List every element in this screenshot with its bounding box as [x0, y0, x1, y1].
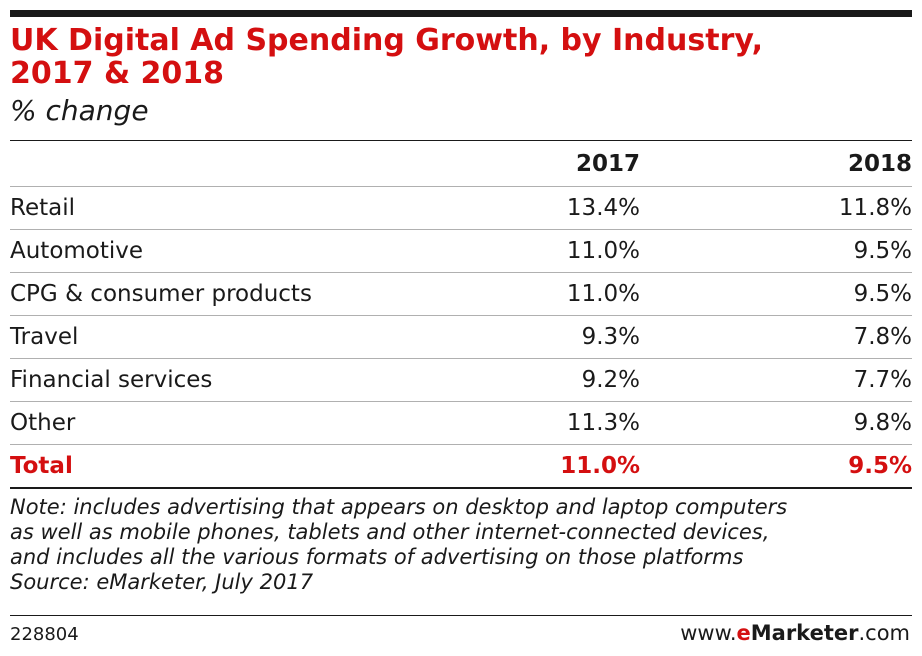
row-value-2018: 9.8%	[640, 401, 912, 445]
table-header-row: 2017 2018	[10, 141, 912, 187]
note-line: as well as mobile phones, tablets and ot…	[10, 520, 770, 544]
chart-title: UK Digital Ad Spending Growth, by Indust…	[10, 24, 910, 90]
brand-suffix: .com	[858, 621, 910, 645]
row-value-2017: 11.3%	[410, 401, 640, 445]
row-label: Other	[10, 401, 410, 445]
table-row: CPG & consumer products 11.0% 9.5%	[10, 272, 912, 316]
table-row: Travel 9.3% 7.8%	[10, 315, 912, 359]
row-label: Financial services	[10, 358, 410, 402]
row-value-2017: 13.4%	[410, 186, 640, 230]
row-label: Automotive	[10, 229, 410, 273]
note-top-rule	[10, 487, 912, 489]
row-value-2017: 11.0%	[410, 229, 640, 273]
footer-rule	[10, 615, 912, 616]
title-line-1: UK Digital Ad Spending Growth, by Indust…	[10, 23, 763, 58]
row-value-2018: 9.5%	[640, 229, 912, 273]
chart-subtitle: % change	[10, 94, 149, 127]
total-label: Total	[10, 444, 410, 487]
note-line: and includes all the various formats of …	[10, 545, 744, 569]
header-top-rule	[10, 140, 912, 141]
row-value-2018: 7.8%	[640, 315, 912, 359]
total-value-2018: 9.5%	[640, 444, 912, 487]
header-2017: 2017	[575, 150, 640, 177]
row-value-2017: 9.3%	[410, 315, 640, 359]
source-line: Source: eMarketer, July 2017	[10, 570, 314, 594]
title-line-2: 2017 & 2018	[10, 56, 225, 91]
note-line: Note: includes advertising that appears …	[10, 495, 788, 519]
row-value-2018: 9.5%	[640, 272, 912, 316]
table-row: Other 11.3% 9.8%	[10, 401, 912, 445]
brand-prefix: www.	[680, 621, 737, 645]
table-row: Automotive 11.0% 9.5%	[10, 229, 912, 273]
chart-id: 228804	[10, 624, 79, 645]
total-value-2017: 11.0%	[410, 444, 640, 487]
brand-link[interactable]: www.eMarketer.com	[680, 621, 910, 645]
top-rule	[10, 10, 912, 17]
row-label: Travel	[10, 315, 410, 359]
row-value-2018: 7.7%	[640, 358, 912, 402]
row-label: Retail	[10, 186, 410, 230]
row-value-2017: 9.2%	[410, 358, 640, 402]
header-label	[10, 141, 410, 187]
header-2018: 2018	[847, 150, 912, 177]
row-value-2018: 11.8%	[640, 186, 912, 230]
table-row: Financial services 9.2% 7.7%	[10, 358, 912, 402]
table-row-total: Total 11.0% 9.5%	[10, 444, 912, 487]
row-label: CPG & consumer products	[10, 272, 410, 316]
note-text: Note: includes advertising that appears …	[10, 495, 915, 595]
brand-e: e	[736, 621, 751, 645]
row-value-2017: 11.0%	[410, 272, 640, 316]
data-table: 2017 2018 Retail 13.4% 11.8% Automotive …	[10, 141, 912, 487]
table-row: Retail 13.4% 11.8%	[10, 186, 912, 230]
brand-name: Marketer	[750, 621, 859, 645]
